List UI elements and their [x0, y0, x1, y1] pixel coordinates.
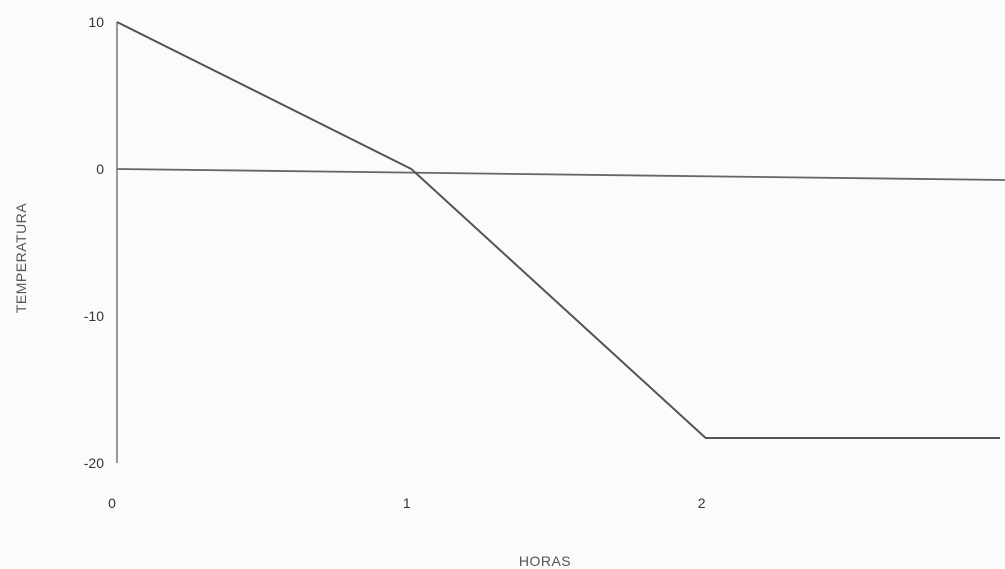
x-tick-label: 1 — [403, 495, 411, 511]
y-tick-label: 10 — [88, 14, 104, 30]
series-line — [116, 21, 1000, 440]
x-tick-label: 0 — [108, 495, 116, 511]
zero-reference-line — [116, 168, 1005, 181]
x-axis-label: HORAS — [519, 553, 571, 569]
y-tick-label: -10 — [84, 308, 104, 324]
x-tick-label: 2 — [698, 495, 706, 511]
series-group — [116, 21, 1000, 440]
y-tick-labels: 10 0 -10 -20 — [84, 14, 104, 471]
y-tick-label: 0 — [96, 161, 104, 177]
y-tick-label: -20 — [84, 455, 104, 471]
x-tick-labels: 0 1 2 — [108, 495, 706, 511]
axes — [116, 22, 1005, 463]
y-axis-label: TEMPERATURA — [13, 203, 29, 313]
